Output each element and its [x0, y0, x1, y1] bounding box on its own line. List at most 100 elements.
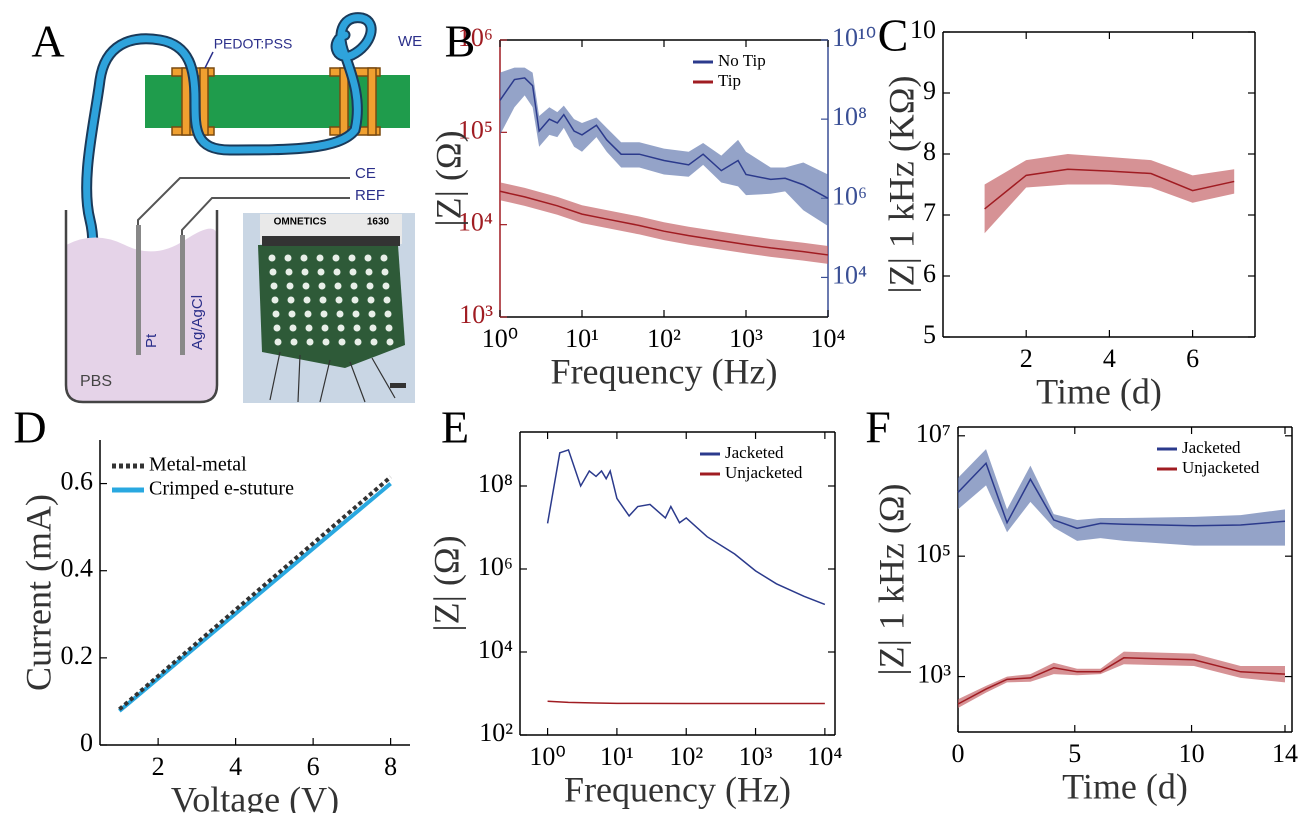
y-tick-label: 10⁶ — [478, 552, 513, 581]
photo-dot — [338, 338, 346, 346]
photo-dot — [332, 254, 340, 262]
line — [546, 448, 826, 606]
panel-label: F — [865, 402, 891, 453]
photo-dot — [381, 268, 389, 276]
y-tick-label: 10 — [910, 15, 936, 44]
photo-dot — [365, 268, 373, 276]
pt-electrode — [136, 225, 141, 355]
x-tick-label: 10² — [647, 324, 681, 353]
photo-dot — [383, 296, 391, 304]
x-tick-label: 2 — [152, 752, 165, 781]
photo-dot — [367, 296, 375, 304]
x-tick-label: 10⁴ — [810, 324, 845, 353]
error-band — [958, 651, 1285, 709]
photo-dot — [380, 254, 388, 262]
photo-dot — [322, 338, 330, 346]
photo-dot — [290, 338, 298, 346]
photo-dot — [285, 268, 293, 276]
line — [547, 700, 825, 705]
x-tick-label: 10 — [1179, 739, 1205, 768]
photo-label: OMNETICS — [274, 217, 327, 228]
panel-label: B — [445, 16, 476, 67]
y-tick-label: 10⁴ — [478, 635, 513, 664]
photo-dot — [284, 254, 292, 262]
legend-label: Crimped e-stuture — [149, 478, 294, 500]
agcl-electrode — [180, 235, 185, 355]
photo-dot — [269, 268, 277, 276]
x-axis-label: Frequency (Hz) — [551, 351, 778, 391]
photo-dot — [303, 296, 311, 304]
y-tick-label: 10⁴ — [458, 208, 493, 237]
y-axis-label: Current (mA) — [18, 494, 58, 691]
photo-dot — [366, 282, 374, 290]
x-tick-label: 5 — [1068, 739, 1081, 768]
error-band — [500, 67, 828, 226]
panel-label: D — [13, 402, 46, 453]
y-axis-label: |Z| (Ω) — [426, 535, 466, 631]
label: PBS — [80, 373, 112, 390]
line — [499, 190, 829, 256]
photo-dot — [348, 254, 356, 262]
photo-dot — [369, 324, 377, 332]
y-tick-label: 7 — [923, 198, 936, 227]
solution — [66, 228, 217, 401]
error-band — [958, 449, 1285, 546]
y-tick-label: 10² — [479, 718, 513, 747]
x-tick-label: 10⁰ — [529, 742, 565, 771]
y-tick-label: 10⁵ — [916, 539, 951, 568]
photo-dot — [319, 296, 327, 304]
photo-dot — [287, 296, 295, 304]
legend-label: Unjacketed — [1182, 458, 1260, 477]
x-tick-label: 4 — [1103, 344, 1116, 373]
x-tick-label: 10⁰ — [482, 324, 518, 353]
panel-label: E — [441, 402, 469, 453]
y-tick-label: 10³ — [459, 300, 493, 329]
y-axis-label: |Z| 1 kHz (KΩ) — [881, 75, 921, 293]
y-tick-label: 10⁶ — [458, 23, 493, 52]
beaker — [64, 210, 219, 404]
photo-dot — [337, 324, 345, 332]
label: PEDOT:PSS — [214, 36, 293, 52]
y-tick-label: 0.4 — [61, 554, 94, 583]
x-tick-label: 10² — [669, 742, 703, 771]
photo-dot — [318, 282, 326, 290]
photo-dot — [289, 324, 297, 332]
y-tick-label: 9 — [923, 76, 936, 105]
photo-dot — [272, 310, 280, 318]
photo-dot — [382, 282, 390, 290]
legend-label: Unjacketed — [725, 463, 803, 482]
legend-label: Metal-metal — [149, 454, 247, 476]
y2-tick-label: 10⁴ — [832, 260, 867, 289]
legend-label: Tip — [718, 71, 741, 90]
legend-label: Jacketed — [1182, 438, 1241, 457]
photo-label: 1630 — [367, 217, 390, 228]
x-axis-label: Time (d) — [1062, 766, 1188, 806]
y2-tick-label: 10⁶ — [832, 181, 867, 210]
photo-dot — [286, 282, 294, 290]
y-tick-label: 8 — [923, 137, 936, 166]
y-tick-label: 5 — [923, 320, 936, 349]
x-tick-label: 8 — [384, 752, 397, 781]
photo-dot — [320, 310, 328, 318]
photo-dot — [333, 268, 341, 276]
x-axis-label: Time (d) — [1036, 371, 1162, 411]
y-tick-label: 10⁵ — [458, 115, 493, 144]
photo-dot — [354, 338, 362, 346]
photo-dot — [270, 282, 278, 290]
photo-dot — [334, 282, 342, 290]
x-tick-label: 6 — [1186, 344, 1199, 373]
photo-dot — [300, 254, 308, 262]
x-tick-label: 6 — [307, 752, 320, 781]
tube — [82, 14, 375, 344]
error-band — [984, 154, 1235, 234]
y-axis-label: |Z| 1 kHz (Ω) — [871, 483, 911, 675]
x-axis-label: Voltage (V) — [171, 779, 339, 813]
photo-dot — [386, 338, 394, 346]
y2-tick-label: 10¹⁰ — [832, 23, 876, 52]
photo-dot — [288, 310, 296, 318]
y-tick-label: 10⁷ — [916, 419, 951, 448]
photo-dot — [317, 268, 325, 276]
photo-dot — [271, 296, 279, 304]
panel-label: A — [31, 16, 64, 67]
